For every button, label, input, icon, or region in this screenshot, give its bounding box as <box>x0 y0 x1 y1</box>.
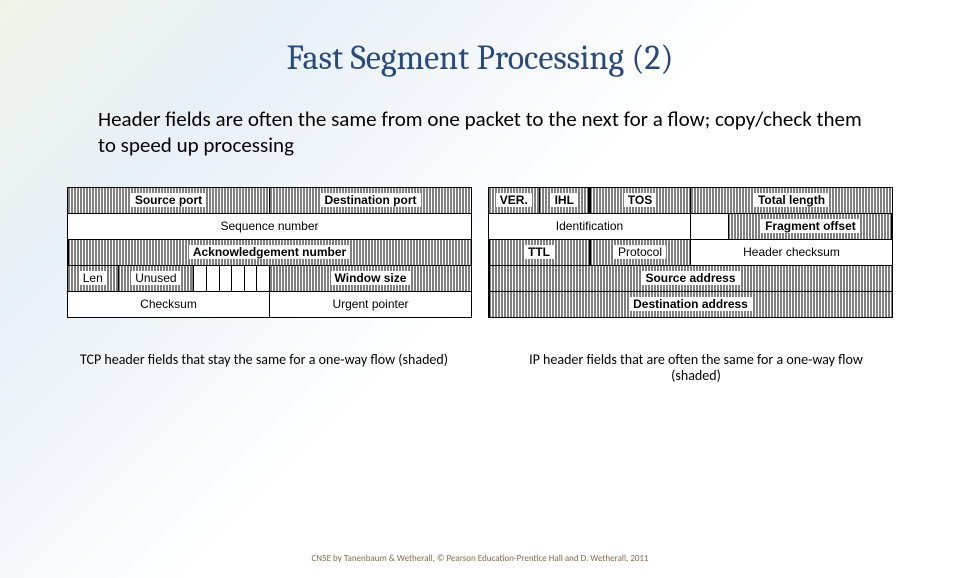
subtitle-text: Header fields are often the same from on… <box>98 106 880 159</box>
header-field-cell: Total length <box>691 187 893 213</box>
header-field-cell: Fragment offset <box>728 213 892 239</box>
header-field-label: Destination port <box>321 193 421 207</box>
header-field-label: Source port <box>131 193 206 207</box>
header-field-label: Urgent pointer <box>332 297 408 311</box>
header-field-cell <box>194 265 207 291</box>
header-field-cell: Acknowledgement number <box>68 239 472 265</box>
header-field-label: Checksum <box>140 297 197 311</box>
header-field-cell: Header checksum <box>691 239 893 265</box>
ip-caption: IP header fields that are often the same… <box>512 352 880 386</box>
header-field-cell <box>219 265 232 291</box>
header-field-cell: Unused <box>118 265 194 291</box>
header-field-label: TOS <box>624 193 656 207</box>
header-field-label: VER. <box>496 193 532 207</box>
header-field-cell: Protocol <box>590 239 691 265</box>
header-field-cell: Destination address <box>489 291 893 317</box>
diagram-row: Source port Destination portSequence numb… <box>0 187 960 318</box>
header-field-label: Window size <box>331 271 411 285</box>
header-field-label: IHL <box>551 193 578 207</box>
header-field-cell: Window size <box>270 265 472 291</box>
header-field-cell <box>691 213 729 239</box>
header-field-label: Fragment offset <box>761 219 860 233</box>
header-field-label: Protocol <box>614 245 666 259</box>
header-field-cell: Destination port <box>270 187 472 213</box>
header-field-cell <box>232 265 245 291</box>
header-field-label: Source address <box>641 271 739 285</box>
header-field-cell <box>206 265 219 291</box>
header-field-cell: IHL <box>539 187 590 213</box>
header-field-cell: Urgent pointer <box>270 291 472 317</box>
tcp-header-table: Source port Destination portSequence numb… <box>67 187 472 318</box>
header-field-cell: Identification <box>489 213 691 239</box>
header-field-cell: VER. <box>489 187 540 213</box>
tcp-caption: TCP header fields that stay the same for… <box>80 352 448 386</box>
header-field-label: TTL <box>524 245 554 259</box>
ip-header-diagram: VER. IHL TOS Total length Identification Frag… <box>488 187 893 318</box>
caption-row: TCP header fields that stay the same for… <box>0 352 960 386</box>
header-field-cell: Source port <box>68 187 270 213</box>
header-field-cell: Source address <box>489 265 893 291</box>
header-field-label: Sequence number <box>220 219 318 233</box>
header-field-cell <box>244 265 257 291</box>
header-field-cell: Sequence number <box>68 213 472 239</box>
header-field-label: Acknowledgement number <box>189 245 350 259</box>
header-field-label: Destination address <box>629 297 752 311</box>
tcp-header-diagram: Source port Destination portSequence numb… <box>67 187 472 318</box>
header-field-label: Total length <box>754 193 829 207</box>
header-field-cell: TOS <box>590 187 691 213</box>
header-field-cell: Checksum <box>68 291 270 317</box>
header-field-cell: Len <box>68 265 119 291</box>
page-title: Fast Segment Processing (2) <box>0 38 960 78</box>
header-field-label: Len <box>79 271 107 285</box>
header-field-cell <box>257 265 270 291</box>
header-field-cell: TTL <box>489 239 590 265</box>
footer-credit: CN5E by Tanenbaum & Wetherall, © Pearson… <box>0 554 960 564</box>
ip-header-table: VER. IHL TOS Total length Identification Frag… <box>488 187 893 318</box>
header-field-label: Header checksum <box>743 245 840 259</box>
header-field-label: Identification <box>556 219 623 233</box>
header-field-label: Unused <box>131 271 180 285</box>
